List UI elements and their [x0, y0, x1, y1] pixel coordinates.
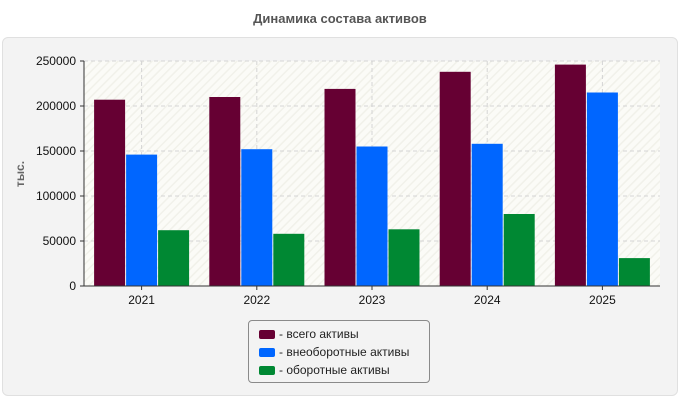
- bar: [324, 88, 356, 287]
- legend: - всего активы - внеоборотные активы - обо…: [248, 320, 430, 383]
- x-tick-label: 2023: [359, 293, 386, 307]
- bar: [586, 92, 618, 286]
- y-tick-label: 150000: [36, 144, 76, 158]
- legend-item: - всего активы: [259, 325, 429, 343]
- bar: [388, 229, 420, 286]
- bar: [554, 64, 586, 286]
- y-axis-title: тыс.: [13, 161, 27, 187]
- chart-title: Динамика состава активов: [253, 11, 427, 26]
- x-tick-label: 2022: [243, 293, 270, 307]
- bar: [158, 230, 190, 286]
- legend-label: - оборотные активы: [279, 363, 390, 377]
- bar: [241, 149, 273, 286]
- bar: [273, 233, 305, 286]
- legend-label: - всего активы: [279, 327, 359, 341]
- bar: [209, 97, 241, 286]
- legend-label: - внеоборотные активы: [279, 345, 410, 359]
- x-tick-label: 2025: [589, 293, 616, 307]
- legend-item: - внеоборотные активы: [259, 343, 429, 361]
- bar: [471, 143, 503, 286]
- bar: [94, 99, 126, 286]
- legend-swatch: [259, 329, 275, 339]
- legend-swatch: [259, 365, 275, 375]
- bar: [439, 71, 471, 286]
- bar: [618, 258, 650, 286]
- y-tick-label: 100000: [36, 189, 76, 203]
- bar: [356, 146, 388, 286]
- x-tick-label: 2021: [128, 293, 155, 307]
- bar: [503, 214, 535, 286]
- y-tick-label: 50000: [43, 234, 77, 248]
- legend-item: - оборотные активы: [259, 361, 429, 379]
- y-tick-label: 250000: [36, 54, 76, 68]
- bar: [126, 154, 158, 286]
- legend-swatch: [259, 347, 275, 357]
- y-tick-label: 0: [69, 279, 76, 293]
- x-tick-label: 2024: [474, 293, 501, 307]
- y-tick-label: 200000: [36, 99, 76, 113]
